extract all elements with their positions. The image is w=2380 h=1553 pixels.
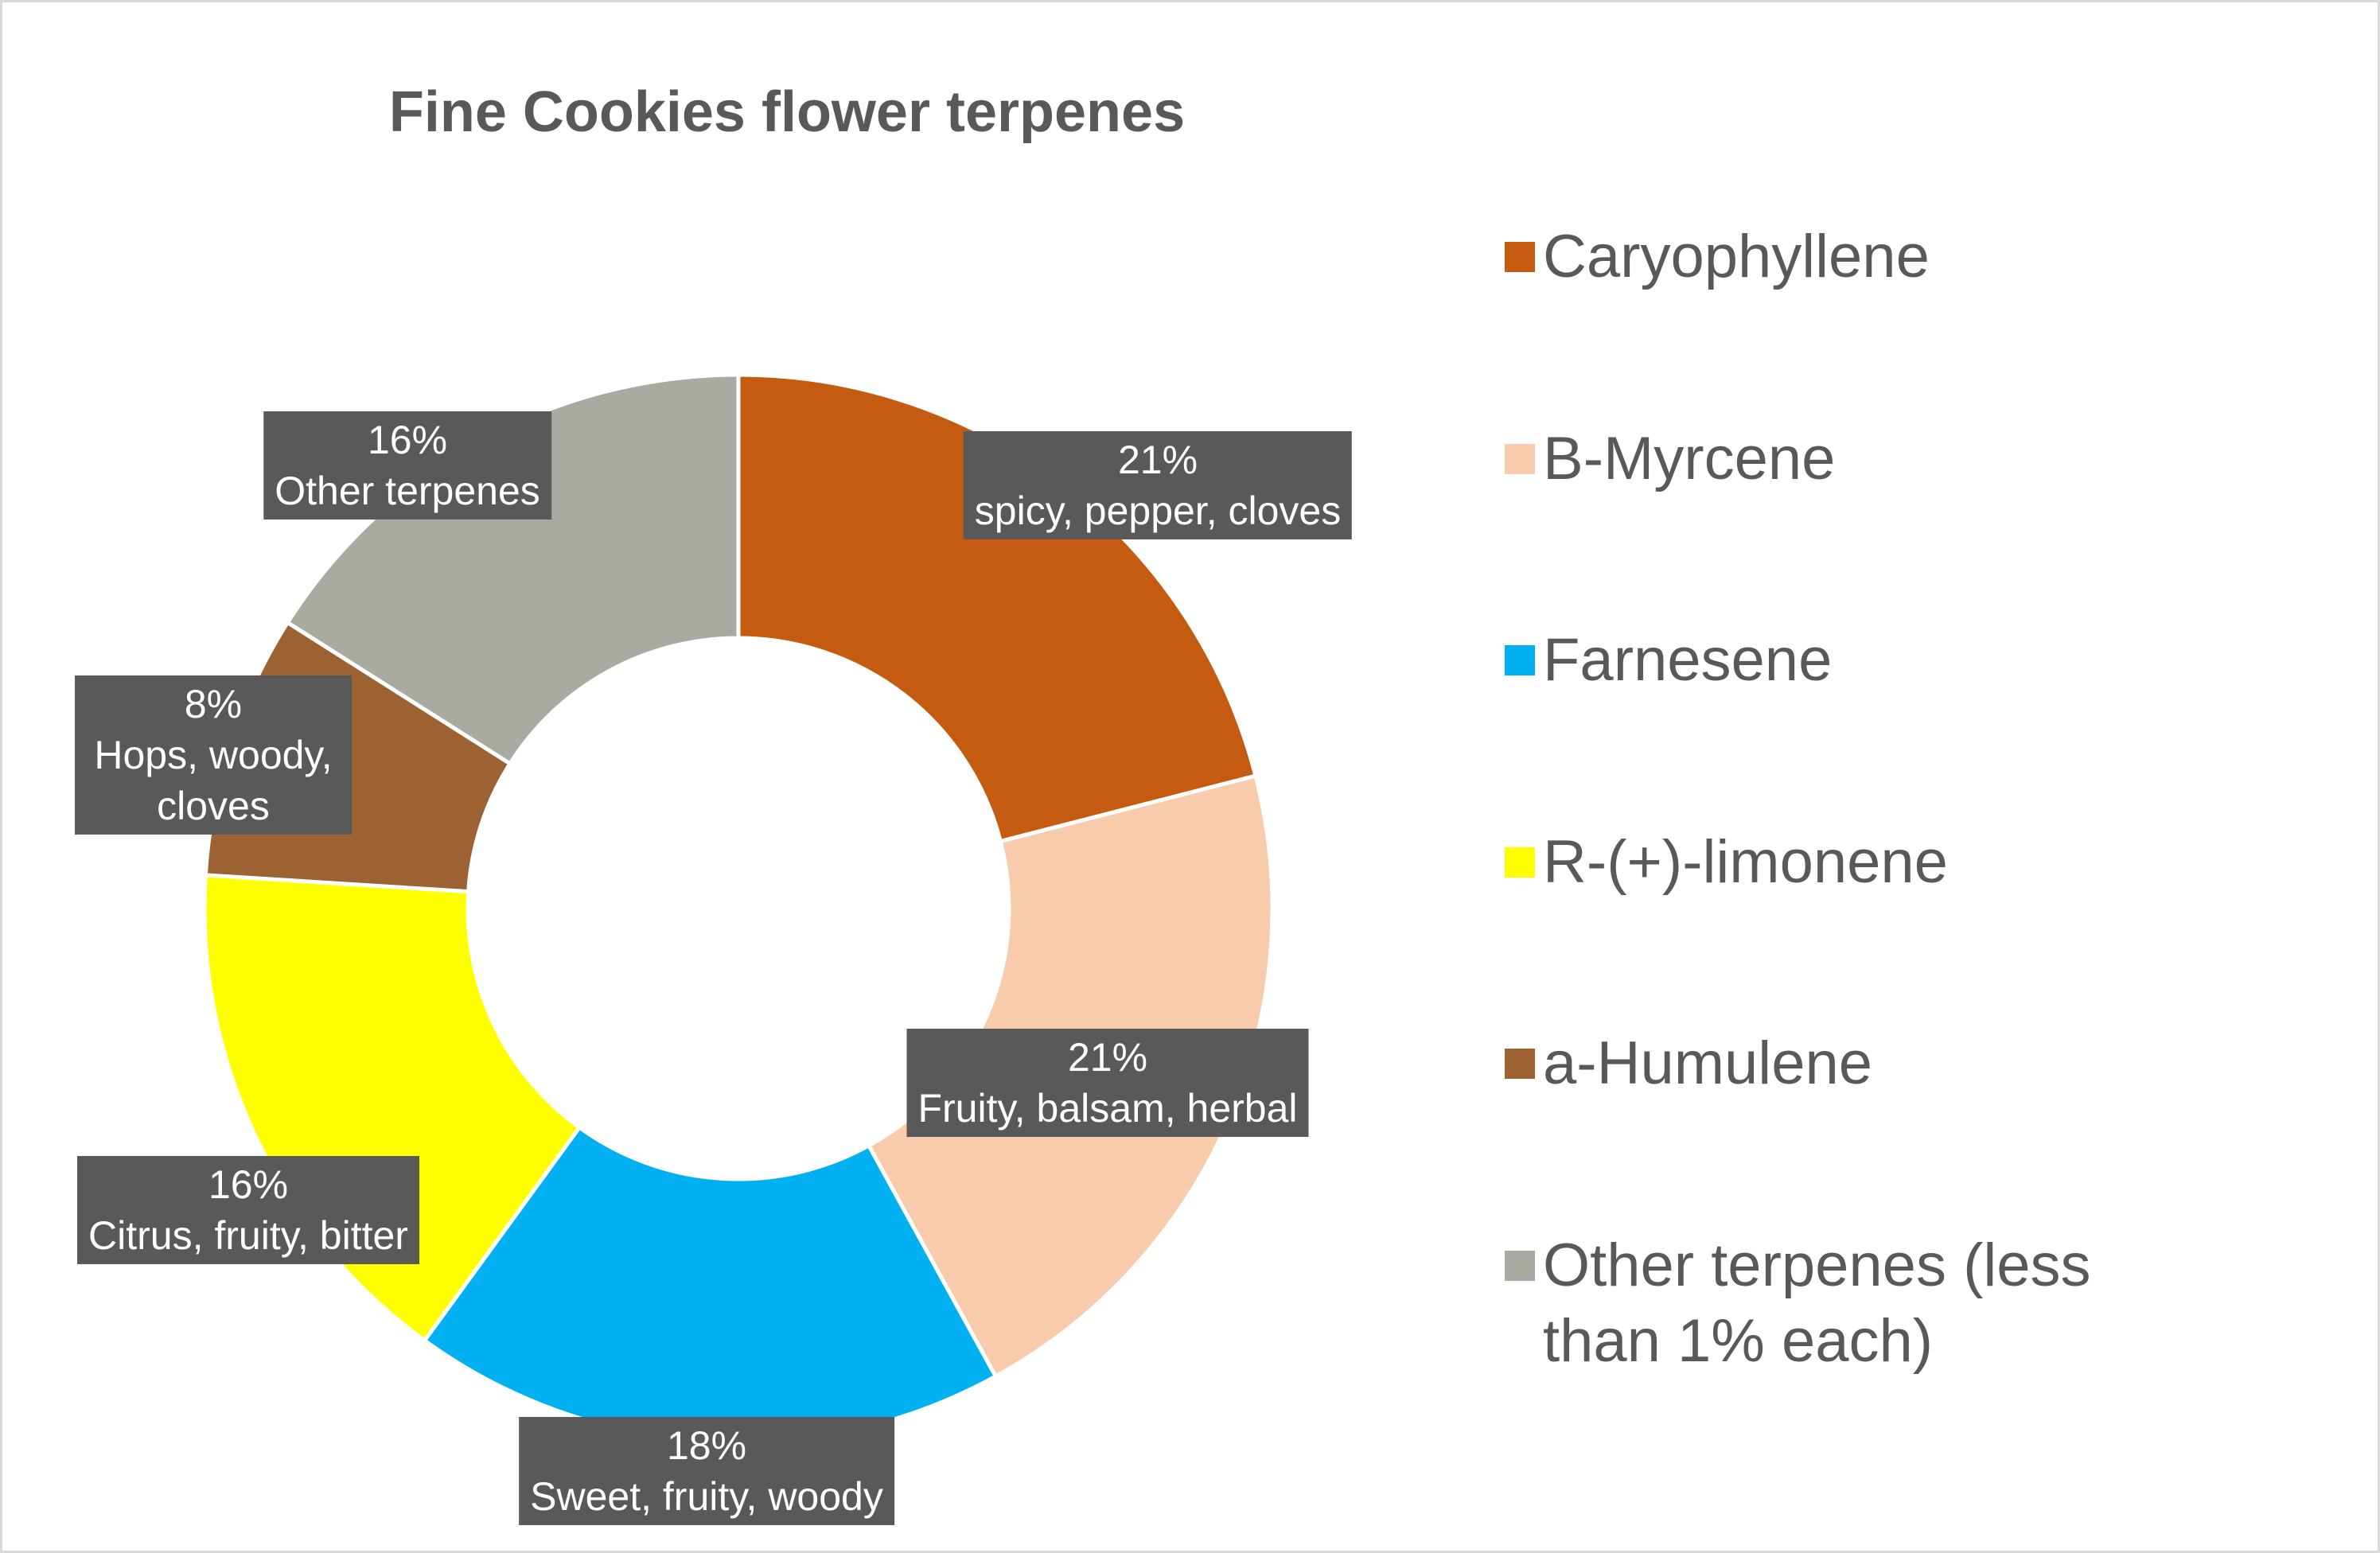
legend-text: B-Myrcene [1543, 424, 1836, 492]
legend-swatch [1505, 443, 1535, 474]
data-label: 18% Sweet, fruity, woody [519, 1417, 894, 1525]
legend-item: B-Myrcene [1505, 421, 2164, 496]
legend-item: R-(+)-limonene [1505, 824, 2164, 900]
data-label: 21% spicy, pepper, cloves [963, 431, 1353, 539]
data-label: 16% Other terpenes [263, 411, 551, 520]
legend-text: Other terpenes (less than 1% each) [1543, 1232, 2091, 1375]
data-label: 8% Hops, woody, cloves [75, 675, 352, 835]
data-label: 16% Citrus, fruity, bitter [77, 1156, 419, 1264]
data-label-value: 8% [184, 682, 243, 726]
legend-text: Caryophyllene [1543, 223, 1930, 290]
data-label-description: Fruity, balsam, herbal [917, 1086, 1298, 1131]
legend-swatch [1505, 847, 1535, 878]
chart-title: Fine Cookies flower terpenes [389, 80, 1185, 144]
data-label-value: 16% [208, 1162, 289, 1207]
legend-item: Caryophyllene [1505, 219, 2164, 294]
data-label-description: spicy, pepper, cloves [974, 488, 1342, 533]
legend-text: R-(+)-limonene [1543, 827, 1948, 896]
data-label-value: 21% [1117, 438, 1198, 482]
data-label-description: Hops, woody, cloves [94, 733, 333, 828]
data-label-description: Citrus, fruity, bitter [88, 1213, 408, 1258]
data-label-value: 16% [367, 418, 448, 462]
legend-item: a-Humulene [1505, 1026, 2164, 1101]
legend-text: Farnesene [1543, 626, 1833, 695]
legend-item: Other terpenes (less than 1% each) [1505, 1228, 2164, 1379]
legend-swatch [1505, 1251, 1535, 1281]
legend-swatch [1505, 645, 1535, 676]
data-label-value: 18% [666, 1423, 747, 1468]
data-label: 21% Fruity, balsam, herbal [906, 1029, 1309, 1137]
legend-text: a-Humulene [1543, 1029, 1872, 1098]
data-label-value: 21% [1067, 1035, 1148, 1080]
legend-item: Farnesene [1505, 622, 2164, 698]
legend-swatch [1505, 242, 1535, 272]
data-label-description: Other terpenes [275, 469, 540, 513]
legend-swatch [1505, 1049, 1535, 1080]
donut-slice [736, 372, 1258, 844]
data-label-description: Sweet, fruity, woody [530, 1474, 883, 1519]
